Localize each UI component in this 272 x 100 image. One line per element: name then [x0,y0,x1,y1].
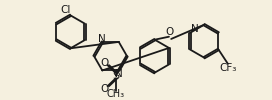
Text: S: S [112,71,119,81]
Text: Cl: Cl [61,6,71,16]
Text: N: N [190,24,198,34]
Text: CH₃: CH₃ [107,89,125,99]
Text: N: N [115,69,123,79]
Text: O: O [166,27,174,37]
Text: CF₃: CF₃ [219,63,236,73]
Text: O: O [100,84,108,94]
Text: N: N [98,34,106,44]
Text: O: O [100,57,108,68]
